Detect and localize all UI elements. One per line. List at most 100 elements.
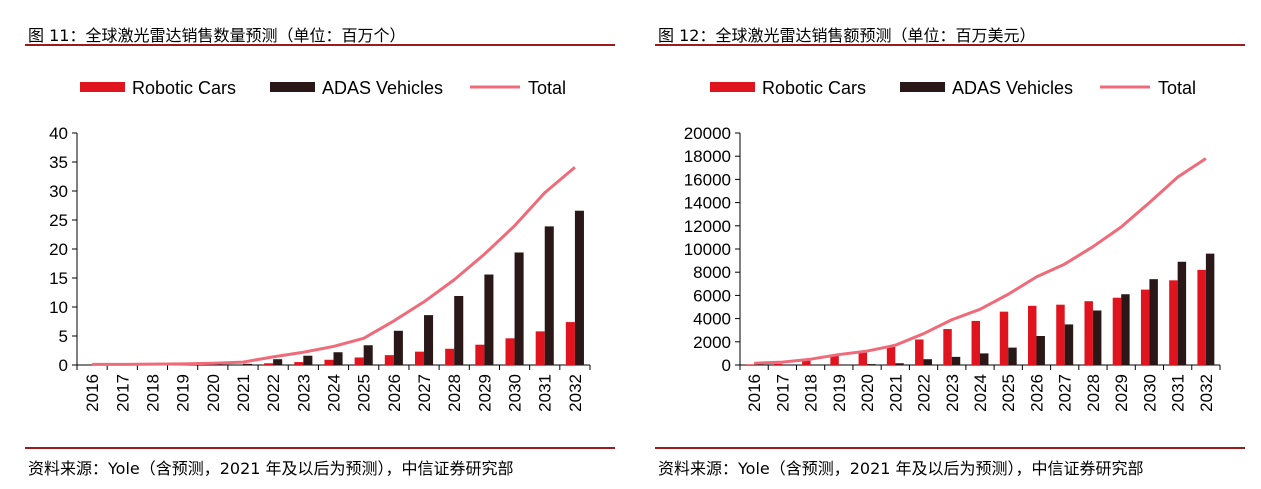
y-tick-label: 30 (49, 182, 68, 201)
title-rule (25, 44, 615, 46)
bar-adas-vehicles (574, 210, 584, 365)
total-line (92, 166, 576, 366)
y-tick-label: 8000 (693, 263, 731, 282)
legend-label: Robotic Cars (132, 78, 236, 98)
y-tick-label: 18000 (684, 147, 731, 166)
x-tick-label: 2030 (506, 374, 525, 412)
bar-robotic-cars (858, 352, 868, 365)
y-tick-label: 15 (49, 269, 68, 288)
units-chart: Robotic Cars ADAS Vehicles Total0510152025… (49, 78, 591, 412)
x-tick-label: 2017 (113, 374, 132, 412)
chart-panel-revenue: 图 12：全球激光雷达销售额预测（单位：百万美元） Robotic Cars AD… (655, 0, 1245, 489)
bar-robotic-cars (1112, 297, 1122, 365)
bar-robotic-cars (505, 338, 515, 365)
bar-adas-vehicles (514, 252, 524, 365)
y-tick-label: 14000 (684, 194, 731, 213)
bar-adas-vehicles (333, 352, 343, 365)
total-line (754, 157, 1207, 365)
x-tick-label: 2022 (915, 374, 934, 412)
x-tick-label: 2019 (174, 374, 193, 412)
bar-robotic-cars (324, 359, 334, 365)
legend-label: Total (1158, 78, 1196, 98)
y-tick-label: 10 (49, 298, 68, 317)
bar-robotic-cars (971, 320, 980, 365)
y-tick-label: 16000 (684, 170, 731, 189)
bar-robotic-cars (565, 322, 575, 365)
bar-adas-vehicles (923, 359, 932, 365)
x-tick-label: 2030 (1140, 374, 1159, 412)
legend-swatch (80, 82, 125, 92)
bar-robotic-cars (354, 357, 364, 365)
bar-robotic-cars (943, 329, 952, 365)
legend-label: ADAS Vehicles (322, 78, 443, 98)
bar-adas-vehicles (1092, 310, 1102, 365)
bar-adas-vehicles (303, 355, 313, 365)
revenue-chart: Robotic Cars ADAS Vehicles Total 0 2000 4000 6… (684, 78, 1221, 412)
x-tick-label: 2020 (204, 374, 223, 412)
x-tick-label: 2031 (536, 374, 555, 412)
legend-label: ADAS Vehicles (952, 78, 1073, 98)
bar-adas-vehicles (1205, 253, 1215, 365)
bar-adas-vehicles (1064, 324, 1074, 365)
x-tick-label: 2028 (445, 374, 464, 412)
bar-robotic-cars (535, 331, 545, 365)
x-tick-label: 2023 (294, 374, 313, 412)
bar-adas-vehicles (544, 226, 554, 365)
y-tick-label: 35 (49, 153, 68, 172)
bar-adas-vehicles (1036, 336, 1045, 365)
bar-robotic-cars (802, 360, 811, 365)
x-tick-label: 2019 (830, 374, 849, 412)
bar-adas-vehicles (454, 295, 464, 365)
bar-robotic-cars (1084, 301, 1093, 365)
y-tick-label: 0 (59, 356, 68, 375)
bar-robotic-cars (445, 348, 455, 365)
bar-robotic-cars (414, 351, 425, 365)
x-tick-label: 2026 (1027, 374, 1046, 412)
x-tick-label: 2018 (143, 374, 162, 412)
bar-robotic-cars (830, 355, 839, 365)
bar-robotic-cars (773, 363, 783, 365)
x-tick-label: 2021 (234, 374, 253, 412)
bar-robotic-cars (384, 355, 394, 365)
bar-robotic-cars (1056, 304, 1065, 365)
bar-robotic-cars (264, 363, 274, 365)
bar-robotic-cars (886, 346, 896, 365)
legend-swatch (710, 82, 755, 92)
bar-adas-vehicles (867, 364, 876, 365)
x-tick-label: 2024 (971, 374, 990, 412)
bar-adas-vehicles (1008, 347, 1017, 365)
legend-swatch (270, 82, 315, 92)
bar-adas-vehicles (980, 353, 989, 365)
y-tick-label: 6000 (693, 286, 731, 305)
x-tick-label: 2027 (415, 374, 434, 412)
figure-title: 图 12：全球激光雷达销售额预测（单位：百万美元） (658, 26, 1036, 45)
bar-adas-vehicles (1149, 279, 1158, 365)
y-tick-label: 40 (49, 124, 68, 143)
bar-adas-vehicles (1121, 294, 1130, 365)
bar-adas-vehicles (951, 356, 961, 365)
bar-robotic-cars (1169, 280, 1178, 365)
y-tick-label: 5 (59, 327, 68, 346)
x-tick-label: 2020 (858, 374, 877, 412)
legend-swatch (900, 82, 945, 92)
bar-adas-vehicles (273, 359, 283, 365)
bar-adas-vehicles (484, 274, 494, 365)
x-tick-label: 2032 (566, 374, 585, 412)
bar-adas-vehicles (1177, 261, 1187, 365)
x-tick-label: 2028 (1084, 374, 1103, 412)
bar-robotic-cars (745, 364, 755, 365)
x-tick-label: 2029 (1112, 374, 1131, 412)
source-note: 资料来源：Yole（含预测，2021 年及以后为预测），中信证券研究部 (28, 459, 514, 478)
x-tick-label: 2024 (325, 374, 344, 412)
bar-robotic-cars (1028, 305, 1037, 365)
x-tick-label: 2016 (745, 374, 764, 412)
figure-title: 图 11：全球激光雷达销售数量预测（单位：百万个） (28, 26, 406, 45)
bar-robotic-cars (999, 311, 1009, 365)
x-tick-label: 2032 (1197, 374, 1216, 412)
bar-robotic-cars (475, 344, 485, 365)
source-rule (25, 447, 615, 449)
x-tick-label: 2017 (773, 374, 792, 412)
y-tick-label: 4000 (693, 310, 731, 329)
y-tick-label: 0 (722, 356, 731, 375)
bar-adas-vehicles (895, 363, 904, 365)
